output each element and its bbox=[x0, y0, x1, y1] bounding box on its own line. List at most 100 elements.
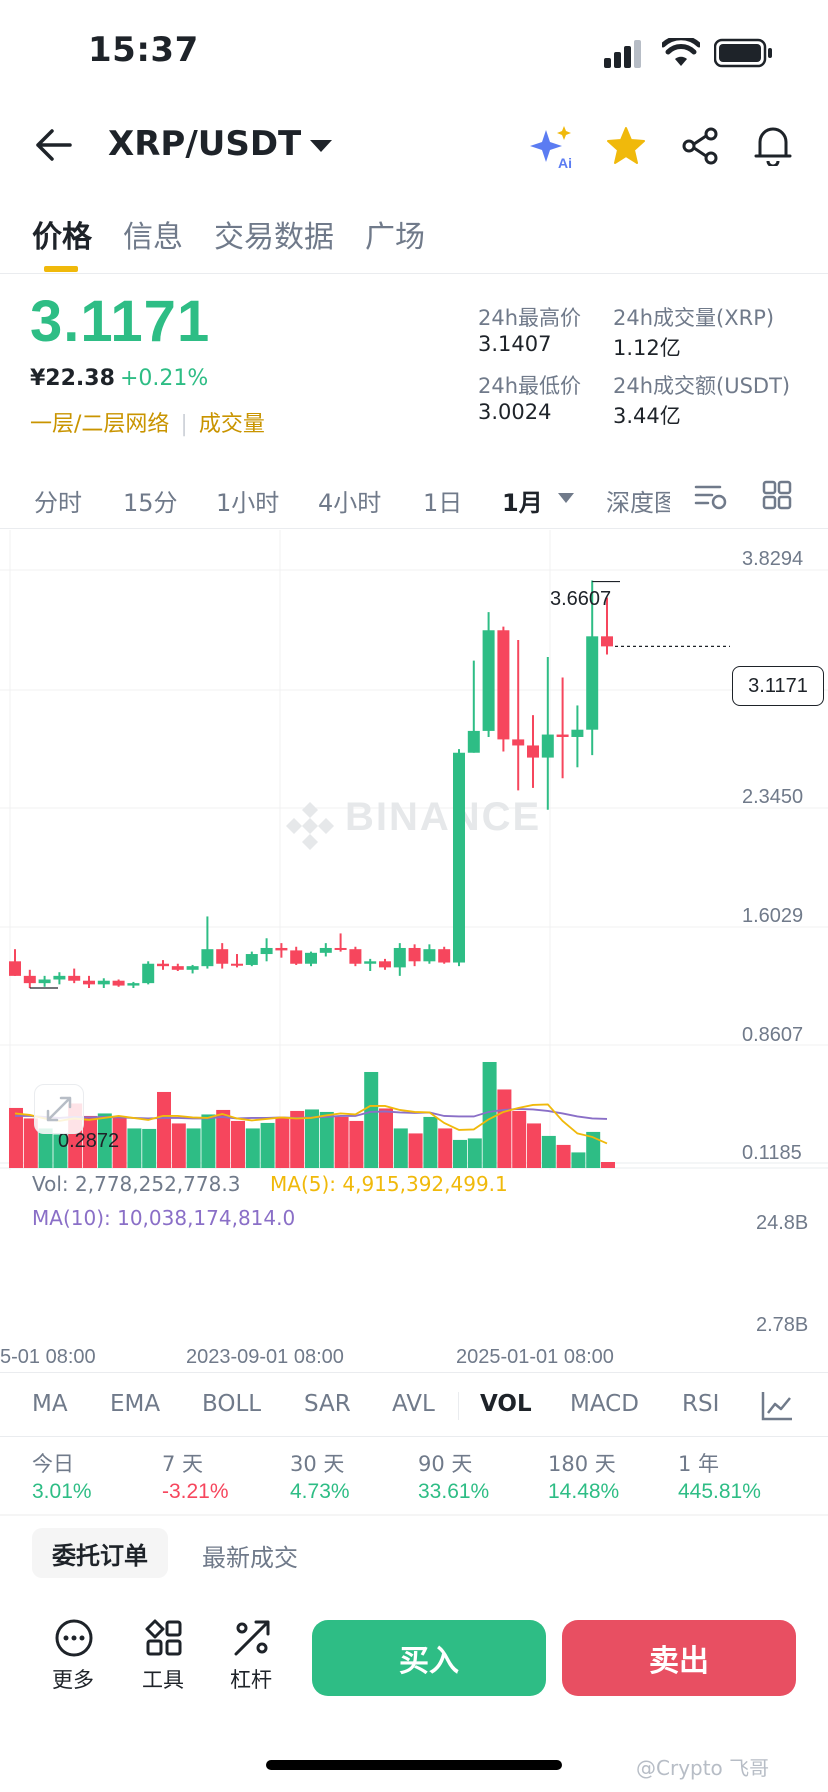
fullscreen-button[interactable] bbox=[34, 1084, 84, 1134]
vol-axis-label: 24.8B bbox=[756, 1212, 809, 1234]
back-arrow-icon[interactable] bbox=[34, 128, 72, 162]
tf-depth[interactable]: 深度图 bbox=[606, 489, 670, 517]
battery-icon bbox=[714, 38, 774, 68]
date-label: 2023-09-01 08:00 bbox=[186, 1346, 344, 1368]
candle-body bbox=[9, 961, 21, 976]
buy-button[interactable]: 买入 bbox=[312, 1620, 546, 1696]
volume-bar bbox=[127, 1128, 142, 1168]
tag-volume[interactable]: 成交量 bbox=[198, 412, 265, 437]
ind-ma[interactable]: MA bbox=[32, 1391, 68, 1417]
indicator-settings-icon[interactable] bbox=[760, 1390, 794, 1422]
candle-body bbox=[53, 975, 66, 980]
volume-bar bbox=[53, 1134, 68, 1168]
status-time: 15:37 bbox=[88, 30, 199, 70]
volume-bar bbox=[364, 1071, 379, 1168]
tf-15m[interactable]: 15分 bbox=[123, 489, 178, 517]
volume-bar bbox=[586, 1131, 601, 1168]
tools-button[interactable]: 工具 bbox=[128, 1618, 198, 1694]
expand-icon bbox=[46, 1096, 72, 1122]
candle-body bbox=[290, 950, 303, 964]
ind-boll[interactable]: BOLL bbox=[202, 1391, 262, 1417]
vol-label: 24h成交量(XRP) bbox=[613, 306, 775, 330]
candle-body bbox=[438, 949, 451, 963]
ind-macd[interactable]: MACD bbox=[570, 1391, 639, 1417]
perf-value: 4.73% bbox=[290, 1480, 350, 1503]
bell-icon[interactable] bbox=[754, 124, 792, 166]
ind-avl[interactable]: AVL bbox=[392, 1391, 435, 1417]
leverage-button[interactable]: 杠杆 bbox=[216, 1618, 286, 1694]
fiat-price: ¥22.38 bbox=[30, 366, 115, 391]
candle-body bbox=[23, 975, 36, 984]
tools-icon bbox=[145, 1619, 182, 1656]
candle-body bbox=[186, 966, 199, 970]
tf-4h[interactable]: 4小时 bbox=[318, 489, 382, 517]
volume-bar bbox=[408, 1133, 423, 1168]
tf-dropdown-icon[interactable] bbox=[557, 492, 575, 504]
date-label: 2025-01-01 08:00 bbox=[456, 1346, 614, 1368]
candle-body bbox=[482, 630, 495, 731]
ind-rsi[interactable]: RSI bbox=[682, 1391, 720, 1417]
vol-axis-label: 2.78B bbox=[756, 1314, 809, 1336]
max-price-label: 3.6607 bbox=[550, 588, 612, 610]
indicator-divider-bottom bbox=[0, 1436, 828, 1437]
chart-settings-icon[interactable] bbox=[694, 482, 728, 512]
category-tags: 一层/二层网络 | 成交量 bbox=[30, 406, 265, 438]
tf-line[interactable]: 分时 bbox=[34, 489, 82, 517]
layout-grid-icon[interactable] bbox=[762, 480, 792, 510]
ind-separator bbox=[458, 1392, 459, 1420]
tab-info[interactable]: 信息 bbox=[123, 220, 183, 255]
volume-bar bbox=[275, 1117, 290, 1168]
tf-1h[interactable]: 1小时 bbox=[216, 489, 280, 517]
timeframe-divider bbox=[0, 528, 828, 529]
price-axis-label: 1.6029 bbox=[742, 905, 804, 927]
volume-bar bbox=[423, 1116, 438, 1168]
price-chart[interactable]: BINANCE bbox=[0, 530, 828, 1340]
candle-body bbox=[393, 947, 406, 968]
volume-bar bbox=[97, 1113, 112, 1168]
tf-1mo[interactable]: 1月 bbox=[502, 489, 543, 517]
tab-trading-data[interactable]: 交易数据 bbox=[214, 220, 334, 255]
amount-value: 3.44亿 bbox=[613, 404, 681, 428]
volume-bar bbox=[527, 1123, 541, 1168]
perf-label: 7 天 bbox=[162, 1452, 204, 1476]
perf-value: 33.61% bbox=[418, 1480, 490, 1503]
candle-body bbox=[571, 729, 584, 737]
candle-body bbox=[453, 752, 465, 963]
ai-sparkle-icon[interactable]: Ai bbox=[528, 124, 576, 170]
volume-bar bbox=[334, 1116, 349, 1168]
tag-separator: | bbox=[180, 412, 188, 437]
volume-bar bbox=[142, 1128, 157, 1168]
share-icon[interactable] bbox=[680, 126, 720, 166]
candle-body bbox=[127, 983, 140, 986]
price-axis-label: 2.3450 bbox=[742, 786, 804, 808]
tag-layer[interactable]: 一层/二层网络 bbox=[30, 412, 170, 437]
candle-body bbox=[349, 949, 362, 964]
candle-body bbox=[527, 745, 539, 758]
perf-label: 180 天 bbox=[548, 1452, 616, 1476]
volume-bar bbox=[601, 1162, 615, 1168]
volume-bar bbox=[512, 1110, 527, 1168]
ind-sar[interactable]: SAR bbox=[304, 1391, 351, 1417]
pair-dropdown-icon[interactable] bbox=[308, 138, 334, 154]
ind-ema[interactable]: EMA bbox=[110, 1391, 161, 1417]
ind-vol[interactable]: VOL bbox=[480, 1391, 532, 1417]
tab-square[interactable]: 广场 bbox=[365, 220, 425, 255]
sell-button[interactable]: 卖出 bbox=[562, 1620, 796, 1696]
ma10-legend: MA(10): 10,038,174,814.0 bbox=[32, 1206, 296, 1230]
price-axis-label: 3.8294 bbox=[742, 548, 804, 570]
volume-bar bbox=[157, 1091, 171, 1168]
tab-open-orders[interactable]: 委托订单 bbox=[32, 1528, 168, 1578]
volume-bar bbox=[171, 1123, 186, 1168]
tab-price[interactable]: 价格 bbox=[32, 220, 92, 255]
pair-title[interactable]: XRP/USDT bbox=[108, 124, 302, 164]
volume-bar bbox=[349, 1120, 364, 1168]
perf-label: 90 天 bbox=[418, 1452, 473, 1476]
candle-body bbox=[305, 952, 317, 964]
price-axis-label: 0.8607 bbox=[742, 1024, 804, 1046]
more-button[interactable]: 更多 bbox=[38, 1618, 108, 1694]
favorite-star-icon[interactable] bbox=[606, 126, 646, 166]
volume-bar bbox=[393, 1128, 408, 1168]
tab-latest-trades[interactable]: 最新成交 bbox=[202, 1544, 298, 1572]
volume-bar bbox=[571, 1152, 586, 1168]
tf-1d[interactable]: 1日 bbox=[423, 489, 463, 517]
